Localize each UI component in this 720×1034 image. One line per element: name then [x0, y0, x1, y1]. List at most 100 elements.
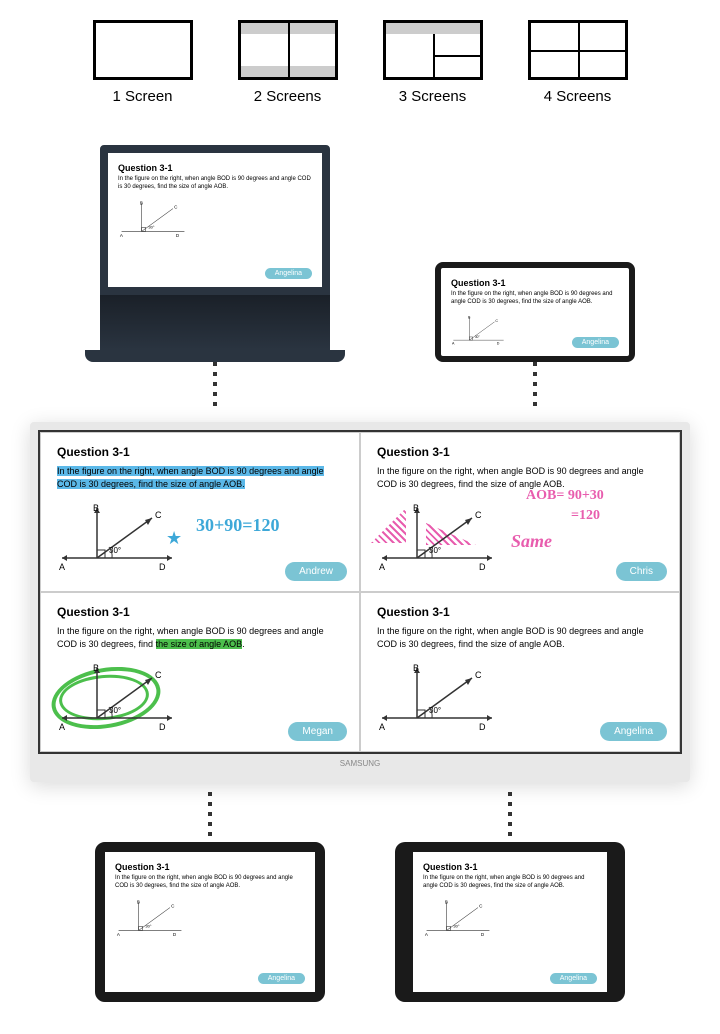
svg-text:A: A [117, 932, 121, 937]
question-text: In the figure on the right, when angle B… [377, 625, 663, 650]
screen-option-3: 3 Screens [383, 20, 483, 105]
svg-text:A: A [425, 932, 429, 937]
svg-text:A: A [452, 341, 455, 345]
svg-text:C: C [155, 670, 162, 680]
connection-line-icon [208, 792, 212, 842]
quadrant-megan: Question 3-1 In the figure on the right,… [40, 592, 360, 752]
question-title: Question 3-1 [377, 605, 663, 619]
mini-title: Question 3-1 [423, 862, 597, 872]
svg-text:30°: 30° [453, 923, 459, 928]
svg-text:B: B [93, 503, 99, 513]
geometry-diagram-icon: A B C D 30° [377, 503, 497, 573]
svg-text:30°: 30° [475, 334, 481, 338]
svg-text:C: C [174, 204, 178, 209]
svg-text:D: D [159, 722, 166, 732]
svg-text:C: C [475, 510, 482, 520]
connection-line-icon [213, 362, 217, 412]
screen-options-row: 1 Screen 2 Screens 3 Screens 4 Screens [0, 0, 720, 135]
geometry-diagram-icon: A B C D 30° [377, 663, 497, 733]
geometry-diagram-icon: A B C D 30° [118, 200, 188, 240]
svg-text:B: B [137, 899, 140, 904]
name-badge: Angelina [550, 973, 597, 984]
connection-line-icon [533, 362, 537, 412]
name-badge: Angelina [600, 722, 667, 741]
mini-title: Question 3-1 [115, 862, 305, 872]
svg-text:B: B [93, 663, 99, 673]
svg-text:D: D [479, 562, 486, 572]
screen-icon-2 [238, 20, 338, 80]
name-badge: Chris [616, 562, 667, 581]
svg-text:A: A [120, 233, 124, 238]
tablet-device-1: Question 3-1 In the figure on the right,… [95, 792, 325, 1002]
quadrant-chris: Question 3-1 In the figure on the right,… [360, 432, 680, 592]
screen-option-4: 4 Screens [528, 20, 628, 105]
svg-text:A: A [379, 562, 385, 572]
svg-text:B: B [413, 503, 419, 513]
quadrant-andrew: Question 3-1 In the figure on the right,… [40, 432, 360, 592]
name-badge: Angelina [265, 268, 312, 279]
laptop-content: Question 3-1 In the figure on the right,… [108, 153, 322, 287]
question-title: Question 3-1 [57, 445, 343, 459]
devices-bottom-row: Question 3-1 In the figure on the right,… [0, 782, 720, 1032]
screen-icon-4 [528, 20, 628, 80]
svg-text:C: C [171, 903, 175, 908]
svg-text:30°: 30° [145, 923, 151, 928]
handwriting-annotation: 30+90=120 [196, 515, 280, 536]
screen-label-1: 1 Screen [112, 88, 172, 105]
svg-text:D: D [173, 932, 177, 937]
svg-text:D: D [497, 341, 500, 345]
geometry-diagram-icon: A B C D 30° [57, 503, 177, 573]
display-brand-bar: SAMSUNG [38, 754, 682, 774]
question-text: In the figure on the right, when angle B… [57, 625, 343, 650]
svg-text:30°: 30° [148, 224, 154, 229]
svg-text:D: D [176, 233, 180, 238]
laptop-device: Question 3-1 In the figure on the right,… [85, 145, 345, 412]
tablet-content: Question 3-1 In the figure on the right,… [413, 852, 607, 992]
name-badge: Megan [288, 722, 347, 741]
svg-text:D: D [159, 562, 166, 572]
handwriting-annotation: Same [511, 531, 552, 552]
svg-text:B: B [413, 663, 419, 673]
quadrant-angelina: Question 3-1 In the figure on the right,… [360, 592, 680, 752]
question-text: In the figure on the right, when angle B… [57, 465, 343, 490]
svg-text:A: A [59, 722, 65, 732]
screen-icon-3 [383, 20, 483, 80]
handwriting-annotation: AOB= 90+30 [526, 488, 604, 504]
svg-text:C: C [475, 670, 482, 680]
screen-option-2: 2 Screens [238, 20, 338, 105]
mini-text: In the figure on the right, when angle B… [115, 875, 305, 891]
screen-option-1: 1 Screen [93, 20, 193, 105]
phone-content: Question 3-1 In the figure on the right,… [441, 268, 629, 356]
question-text: In the figure on the right, when angle B… [377, 465, 663, 490]
mini-text: In the figure on the right, when angle B… [423, 875, 597, 891]
mini-text: In the figure on the right, when angle B… [451, 291, 619, 307]
geometry-diagram-icon: A B C D 30° [115, 899, 185, 939]
name-badge: Andrew [285, 562, 347, 581]
tablet-content: Question 3-1 In the figure on the right,… [105, 852, 315, 992]
handwriting-annotation: =120 [571, 508, 600, 524]
star-annotation-icon: ★ [166, 528, 182, 549]
question-title: Question 3-1 [377, 445, 663, 459]
geometry-diagram-icon: A B C D 30° [423, 899, 493, 939]
brand-label: SAMSUNG [340, 759, 380, 768]
mini-text: In the figure on the right, when angle B… [118, 176, 312, 192]
svg-text:B: B [140, 200, 143, 205]
svg-text:A: A [379, 722, 385, 732]
svg-text:C: C [495, 318, 498, 322]
mini-title: Question 3-1 [118, 163, 312, 173]
main-display: Question 3-1 In the figure on the right,… [30, 422, 690, 782]
tablet-device-2: Question 3-1 In the figure on the right,… [395, 792, 625, 1002]
devices-top-row: Question 3-1 In the figure on the right,… [0, 135, 720, 422]
screen-label-4: 4 Screens [544, 88, 612, 105]
mini-title: Question 3-1 [451, 278, 619, 288]
svg-text:A: A [59, 562, 65, 572]
svg-text:C: C [479, 903, 483, 908]
svg-text:D: D [481, 932, 485, 937]
connection-line-icon [508, 792, 512, 842]
name-badge: Angelina [572, 337, 619, 348]
screen-label-3: 3 Screens [399, 88, 467, 105]
screen-label-2: 2 Screens [254, 88, 322, 105]
svg-text:B: B [468, 315, 471, 319]
svg-text:D: D [479, 722, 486, 732]
geometry-diagram-icon: A B C D 30° [451, 315, 506, 347]
